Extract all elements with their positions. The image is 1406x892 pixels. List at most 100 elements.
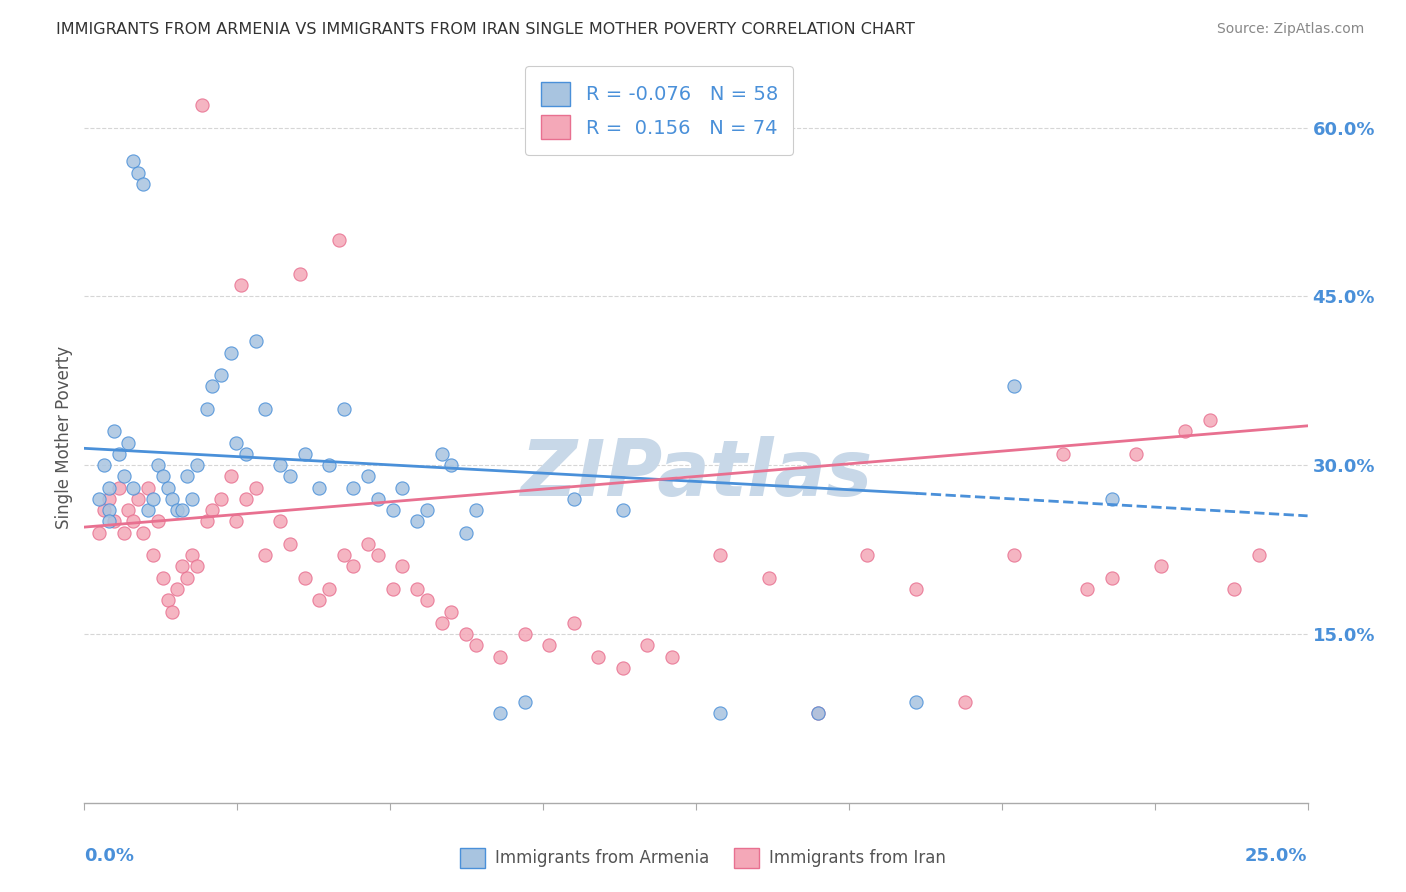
- Point: [107, 447, 129, 461]
- Point: [391, 481, 413, 495]
- Point: [142, 491, 165, 506]
- Point: [146, 515, 169, 529]
- Point: [156, 481, 179, 495]
- Point: [186, 458, 208, 473]
- Text: 0.0%: 0.0%: [84, 847, 135, 864]
- Point: [191, 98, 214, 112]
- Point: [709, 706, 731, 720]
- Point: [245, 481, 267, 495]
- Point: [195, 515, 218, 529]
- Point: [195, 401, 218, 416]
- Point: [538, 638, 561, 652]
- Point: [636, 638, 658, 652]
- Point: [181, 491, 204, 506]
- Point: [172, 503, 194, 517]
- Point: [406, 582, 429, 596]
- Point: [112, 469, 135, 483]
- Point: [97, 491, 120, 506]
- Point: [186, 559, 208, 574]
- Point: [807, 706, 830, 720]
- Point: [127, 491, 149, 506]
- Point: [97, 481, 120, 495]
- Point: [176, 571, 198, 585]
- Point: [357, 469, 380, 483]
- Point: [127, 166, 149, 180]
- Point: [430, 447, 453, 461]
- Point: [93, 503, 115, 517]
- Point: [294, 571, 316, 585]
- Point: [709, 548, 731, 562]
- Text: Source: ZipAtlas.com: Source: ZipAtlas.com: [1216, 22, 1364, 37]
- Point: [136, 481, 159, 495]
- Point: [464, 503, 486, 517]
- Point: [136, 503, 159, 517]
- Point: [278, 537, 301, 551]
- Point: [318, 458, 340, 473]
- Y-axis label: Single Mother Poverty: Single Mother Poverty: [55, 345, 73, 529]
- Point: [225, 515, 247, 529]
- Point: [1174, 425, 1197, 439]
- Text: IMMIGRANTS FROM ARMENIA VS IMMIGRANTS FROM IRAN SINGLE MOTHER POVERTY CORRELATIO: IMMIGRANTS FROM ARMENIA VS IMMIGRANTS FR…: [56, 22, 915, 37]
- Point: [103, 425, 125, 439]
- Point: [269, 515, 291, 529]
- Point: [97, 515, 120, 529]
- Point: [440, 605, 463, 619]
- Text: 25.0%: 25.0%: [1246, 847, 1308, 864]
- Point: [103, 515, 125, 529]
- Point: [430, 615, 453, 630]
- Point: [132, 177, 155, 191]
- Point: [1125, 447, 1147, 461]
- Point: [464, 638, 486, 652]
- Point: [132, 525, 155, 540]
- Point: [1247, 548, 1270, 562]
- Point: [122, 481, 145, 495]
- Point: [112, 525, 135, 540]
- Point: [391, 559, 413, 574]
- Point: [97, 503, 120, 517]
- Point: [1150, 559, 1173, 574]
- Point: [342, 481, 364, 495]
- Legend: R = -0.076   N = 58, R =  0.156   N = 74: R = -0.076 N = 58, R = 0.156 N = 74: [526, 66, 793, 154]
- Point: [856, 548, 879, 562]
- Point: [416, 593, 439, 607]
- Point: [117, 435, 139, 450]
- Point: [225, 435, 247, 450]
- Point: [152, 469, 174, 483]
- Point: [489, 706, 512, 720]
- Point: [953, 694, 976, 708]
- Point: [278, 469, 301, 483]
- Point: [332, 401, 354, 416]
- Point: [219, 345, 242, 359]
- Point: [318, 582, 340, 596]
- Point: [1002, 548, 1025, 562]
- Point: [219, 469, 242, 483]
- Point: [254, 401, 277, 416]
- Point: [357, 537, 380, 551]
- Point: [454, 627, 477, 641]
- Point: [142, 548, 165, 562]
- Point: [235, 491, 257, 506]
- Point: [1101, 571, 1123, 585]
- Point: [367, 548, 389, 562]
- Point: [235, 447, 257, 461]
- Point: [308, 481, 330, 495]
- Point: [254, 548, 277, 562]
- Point: [586, 649, 609, 664]
- Point: [342, 559, 364, 574]
- Point: [294, 447, 316, 461]
- Point: [162, 605, 184, 619]
- Point: [87, 525, 110, 540]
- Point: [117, 503, 139, 517]
- Point: [209, 368, 232, 383]
- Point: [905, 582, 928, 596]
- Point: [1223, 582, 1246, 596]
- Point: [162, 491, 184, 506]
- Point: [176, 469, 198, 483]
- Point: [513, 694, 536, 708]
- Point: [200, 379, 222, 393]
- Point: [245, 334, 267, 349]
- Point: [454, 525, 477, 540]
- Point: [122, 515, 145, 529]
- Point: [1101, 491, 1123, 506]
- Point: [328, 233, 350, 247]
